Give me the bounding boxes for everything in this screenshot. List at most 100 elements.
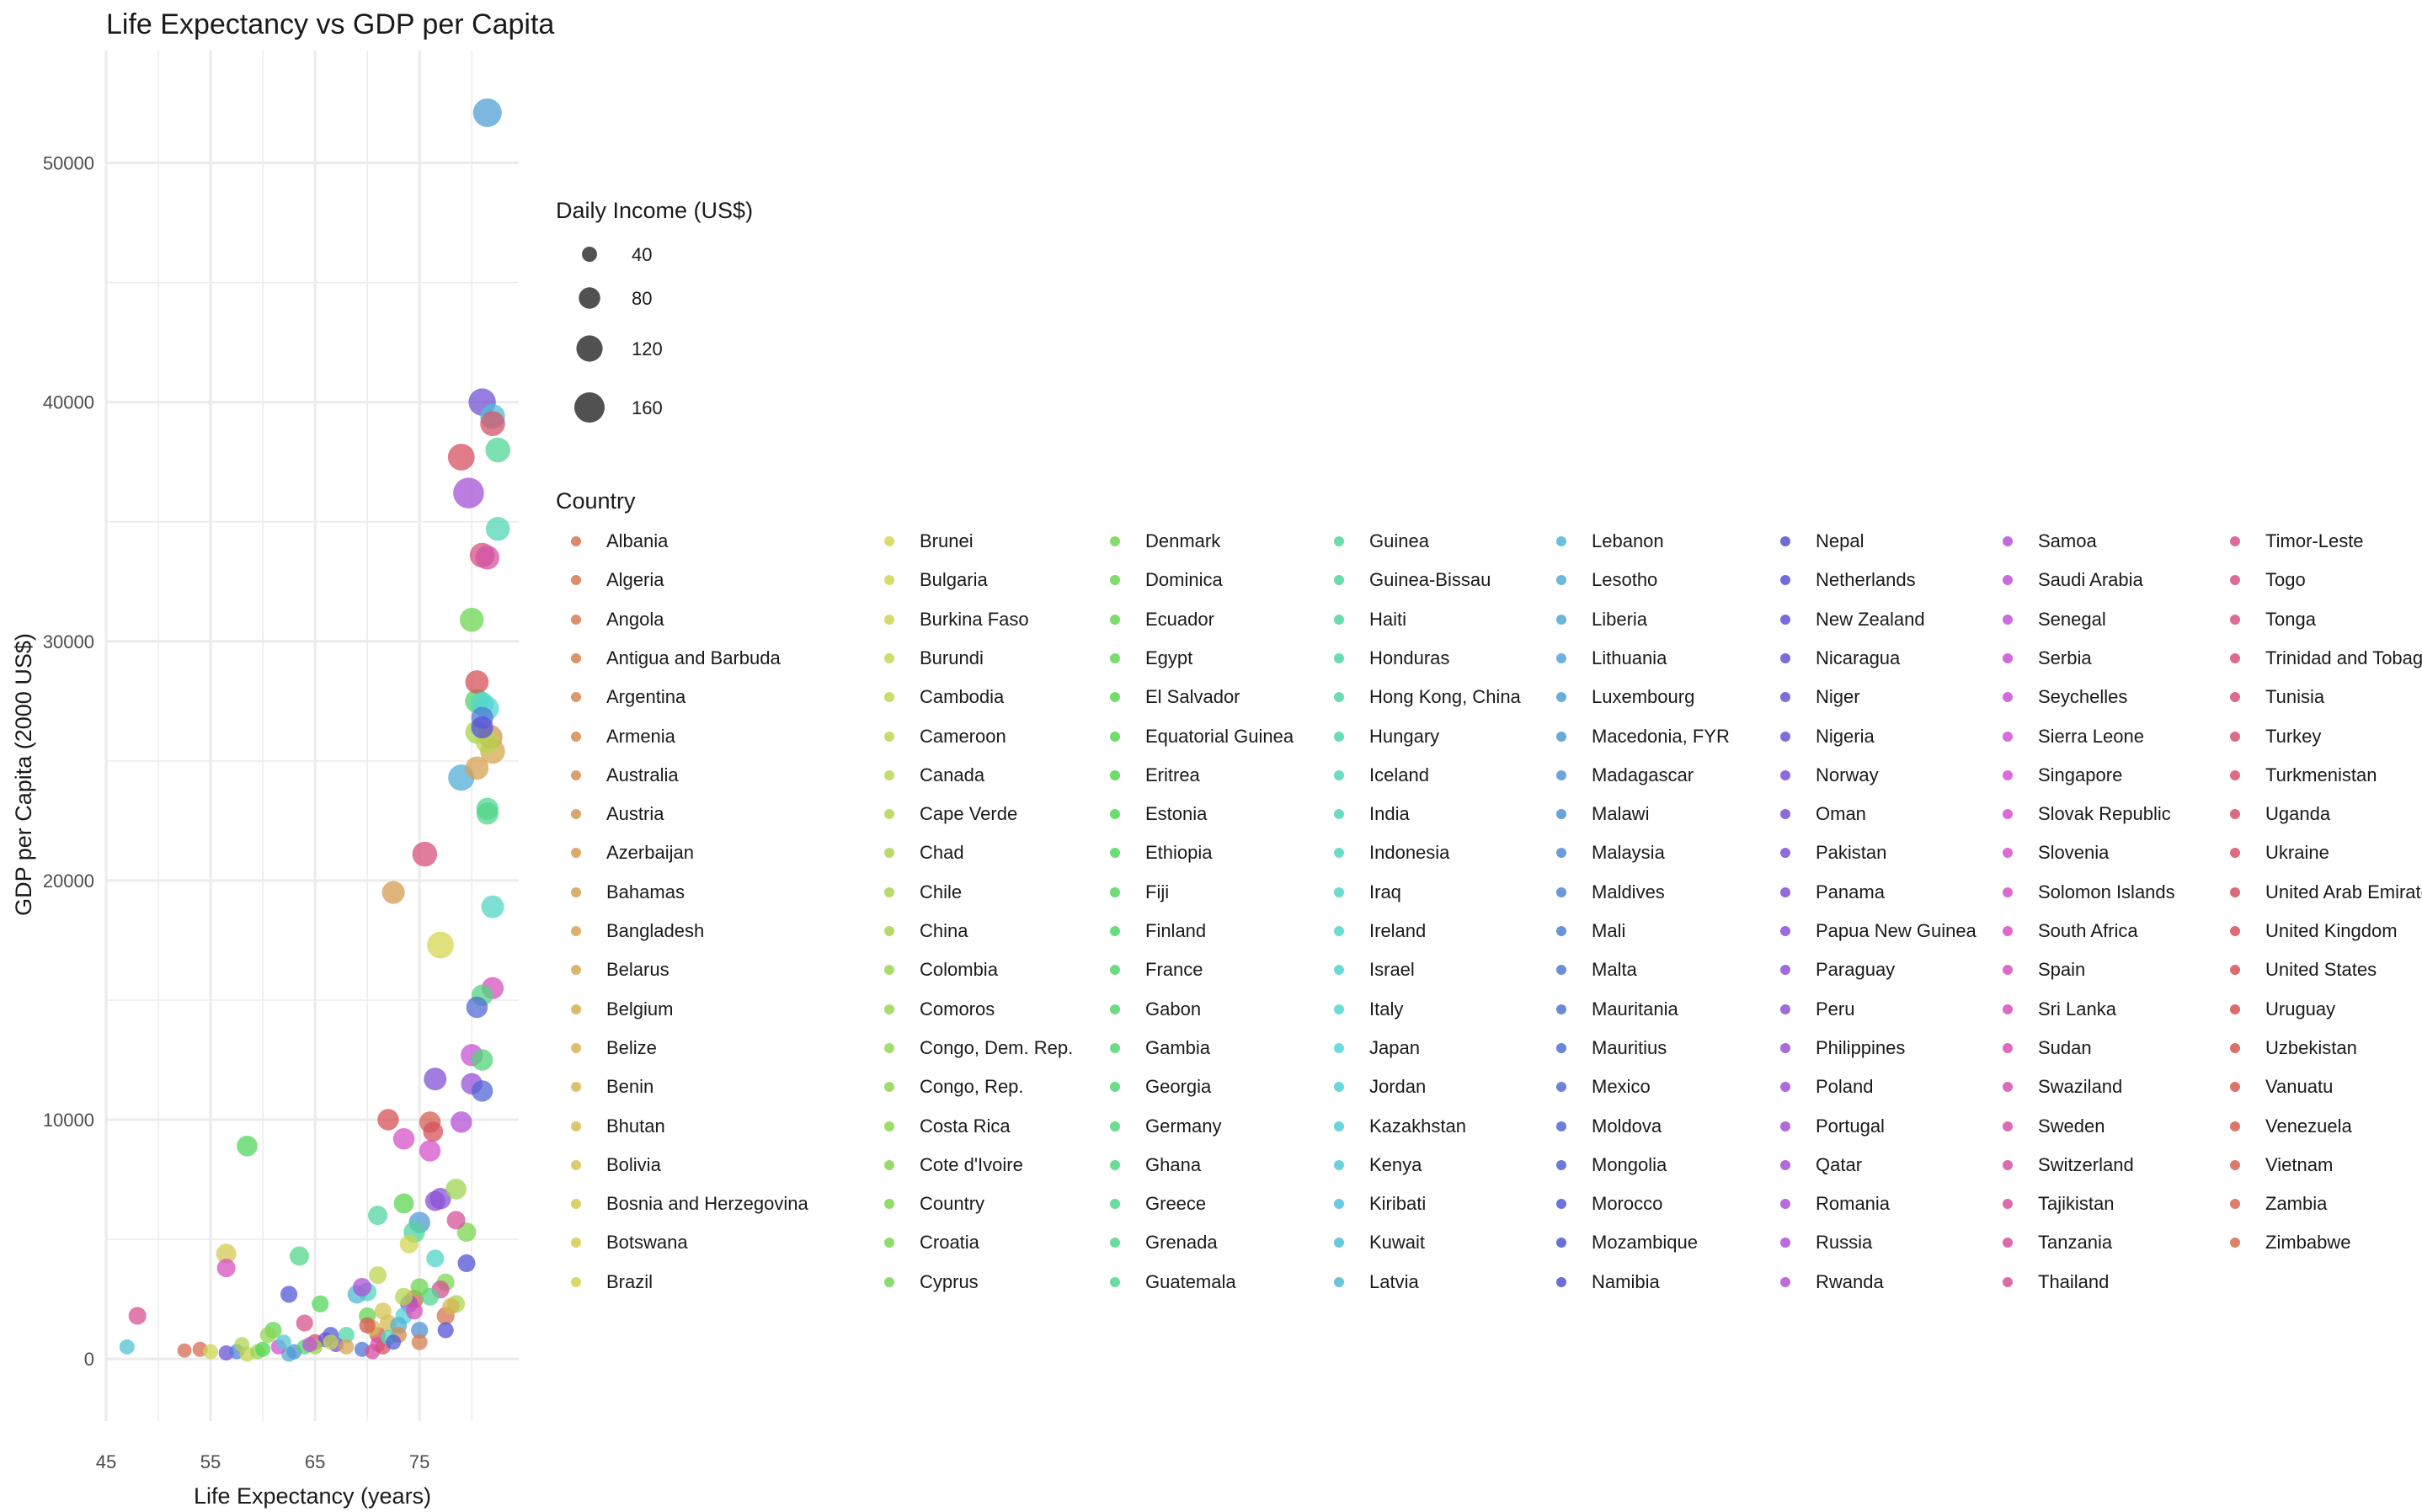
legend-item: Nepal <box>1765 522 1864 561</box>
legend-item: Senegal <box>1987 600 2106 639</box>
data-point <box>411 1334 428 1350</box>
legend-item: Madagascar <box>1541 756 1694 795</box>
legend-label: Uganda <box>2265 803 2331 825</box>
legend-item: Namibia <box>1541 1263 1660 1302</box>
legend-color-dot <box>884 809 894 820</box>
legend-color-dot <box>884 1238 894 1248</box>
legend-item: Philippines <box>1765 1029 1905 1067</box>
data-point <box>471 1049 493 1071</box>
legend-item: Denmark <box>1095 522 1220 561</box>
legend-label: Zimbabwe <box>2265 1232 2351 1254</box>
legend-label: Netherlands <box>1816 569 1916 591</box>
legend-label: Slovenia <box>2038 842 2110 864</box>
legend-item: Saudi Arabia <box>1987 561 2143 599</box>
legend-item: Nigeria <box>1765 717 1875 756</box>
legend-item: Seychelles <box>1987 678 2127 716</box>
data-points <box>119 98 510 1362</box>
legend-item: Ukraine <box>2215 833 2329 872</box>
size-legend: 40 80 120 160 <box>574 244 663 423</box>
legend-color-dot <box>884 769 894 780</box>
legend-item: Netherlands <box>1765 561 1916 599</box>
legend-color-dot <box>571 809 581 820</box>
size-legend-circle <box>582 247 597 262</box>
legend-color-dot <box>1110 1238 1120 1248</box>
legend-label: Belize <box>606 1036 657 1058</box>
legend-color-dot <box>884 536 894 546</box>
legend-color-dot <box>2003 1159 2013 1170</box>
data-point <box>471 1080 493 1102</box>
legend-label: Venezuela <box>2265 1115 2352 1137</box>
legend-label: Sierra Leone <box>2038 725 2144 747</box>
legend-item: Singapore <box>1987 756 2122 795</box>
legend-label: Estonia <box>1145 803 1208 825</box>
legend-label: Tanzania <box>2038 1232 2113 1254</box>
color-legend-title: Country <box>556 488 636 514</box>
legend-label: Botswana <box>606 1232 688 1254</box>
legend-item: El Salvador <box>1095 678 1240 716</box>
legend-color-dot <box>1334 926 1344 936</box>
legend-item: Uganda <box>2215 795 2330 833</box>
legend-item: Moldova <box>1541 1107 1662 1146</box>
legend-color-dot <box>571 614 581 625</box>
legend-color-dot <box>571 536 581 546</box>
legend-label: Germany <box>1145 1115 1222 1137</box>
legend-label: Greece <box>1145 1193 1207 1215</box>
legend-item: Belgium <box>556 990 673 1029</box>
legend-label: Bolivia <box>606 1153 661 1175</box>
legend-color-dot <box>884 1199 894 1210</box>
legend-item: Burkina Faso <box>869 600 1029 639</box>
legend-color-dot <box>1110 848 1120 859</box>
legend-label: Cameroon <box>920 725 1006 747</box>
legend-color-dot <box>1780 652 1790 663</box>
legend-item: Slovenia <box>1987 833 2109 872</box>
legend-label: Costa Rica <box>920 1115 1011 1137</box>
legend-label: United Arab Emirates <box>2265 881 2422 902</box>
legend-item: Morocco <box>1541 1185 1662 1223</box>
legend-color-dot <box>884 692 894 703</box>
data-point <box>394 1287 413 1306</box>
legend-item: Macedonia, FYR <box>1541 717 1730 756</box>
y-tick-label: 40000 <box>43 392 94 413</box>
legend-item: Kiribati <box>1319 1185 1426 1223</box>
data-point <box>128 1307 147 1325</box>
legend-item: Pakistan <box>1765 833 1886 872</box>
legend-color-dot <box>2230 1082 2240 1093</box>
legend-label: Brunei <box>920 530 974 551</box>
legend-color-dot <box>1780 965 1790 976</box>
legend-label: Grenada <box>1145 1232 1218 1254</box>
legend-color-dot <box>1780 692 1790 703</box>
legend-color-dot <box>1556 652 1566 663</box>
legend-color-dot <box>1334 1042 1344 1053</box>
legend-item: Vanuatu <box>2215 1067 2333 1106</box>
data-point <box>392 1128 415 1150</box>
data-point <box>442 1297 460 1315</box>
legend-color-dot <box>2003 652 2013 663</box>
legend-color-dot <box>1556 1159 1566 1170</box>
legend-color-dot <box>1334 769 1344 780</box>
legend-label: Australia <box>606 764 679 785</box>
legend-label: Timor-Leste <box>2265 530 2364 551</box>
data-point <box>312 1295 329 1312</box>
legend-item: Bulgaria <box>869 561 988 599</box>
legend-label: Sweden <box>2038 1115 2105 1137</box>
legend-item: Papua New Guinea <box>1765 912 1977 950</box>
legend-color-dot <box>1780 886 1790 897</box>
legend-item: Switzerland <box>1987 1146 2134 1185</box>
legend-item: Australia <box>556 756 679 795</box>
data-point <box>423 1121 444 1142</box>
legend-label: Paraguay <box>1816 959 1896 981</box>
legend-item: Sudan <box>1987 1029 2092 1067</box>
legend-item: Ghana <box>1095 1146 1201 1185</box>
legend-label: Ireland <box>1369 920 1427 941</box>
legend-item: Bosnia and Herzegovina <box>556 1185 808 1223</box>
legend-color-dot <box>571 1199 581 1210</box>
legend-color-dot <box>2230 1121 2240 1131</box>
data-point <box>424 1190 445 1211</box>
legend-item: Zimbabwe <box>2215 1223 2350 1262</box>
data-point <box>237 1135 258 1157</box>
data-point <box>323 1334 339 1350</box>
legend-color-dot <box>1780 1082 1790 1093</box>
legend-item: Tunisia <box>2215 678 2324 716</box>
legend-item: Angola <box>556 600 664 639</box>
legend-label: Seychelles <box>2038 686 2128 708</box>
